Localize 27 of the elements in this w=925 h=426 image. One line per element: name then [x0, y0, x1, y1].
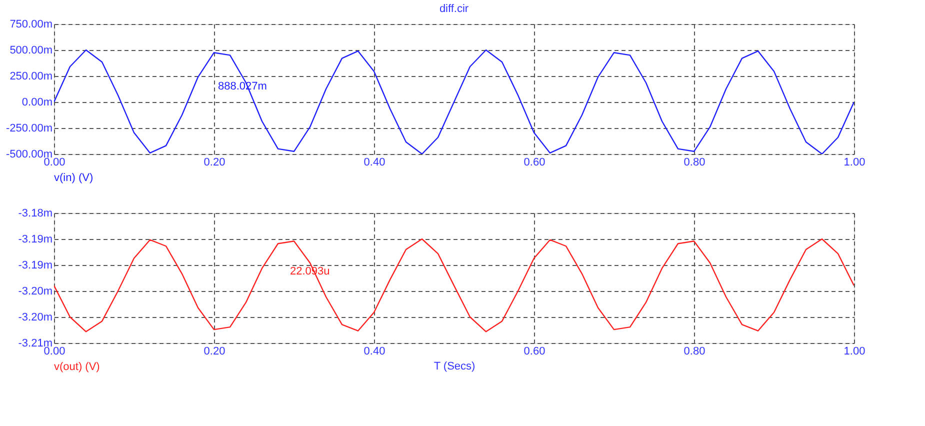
y-tick-label: -3.20m: [18, 286, 52, 298]
y-tick-label: -3.19m: [18, 260, 52, 272]
x-tick-label: 0.20: [204, 346, 226, 358]
y-tick-label: 250.00m: [10, 70, 52, 82]
x-tick-label: 0.80: [684, 346, 706, 358]
chart-title: diff.cir: [439, 3, 469, 15]
y-tick-label: 500.00m: [10, 44, 52, 56]
y-tick-label: -3.18m: [18, 208, 52, 220]
y-tick-label: 0.00m: [22, 96, 52, 108]
text: v(in) (V): [54, 172, 94, 184]
x-tick-label: 0.60: [524, 156, 546, 168]
y-tick-label: 750.00m: [10, 18, 52, 30]
y-tick-label: -3.19m: [18, 234, 52, 246]
x-tick-label: 1.00: [844, 156, 866, 168]
line-series: [54, 238, 854, 332]
x-axis-title: T (Secs): [434, 360, 476, 372]
text: v(out) (V): [54, 361, 100, 373]
y-tick-label: -3.20m: [18, 312, 52, 324]
x-tick-label: 0.00: [44, 156, 66, 168]
x-tick-label: 0.40: [364, 346, 386, 358]
x-tick-label: 0.00: [44, 346, 66, 358]
x-tick-label: 0.20: [204, 156, 226, 168]
x-tick-label: 0.80: [684, 156, 706, 168]
x-tick-label: 0.40: [364, 156, 386, 168]
y-tick-label: -250.00m: [6, 122, 52, 134]
x-tick-label: 0.60: [524, 346, 546, 358]
x-tick-label: 1.00: [844, 346, 866, 358]
